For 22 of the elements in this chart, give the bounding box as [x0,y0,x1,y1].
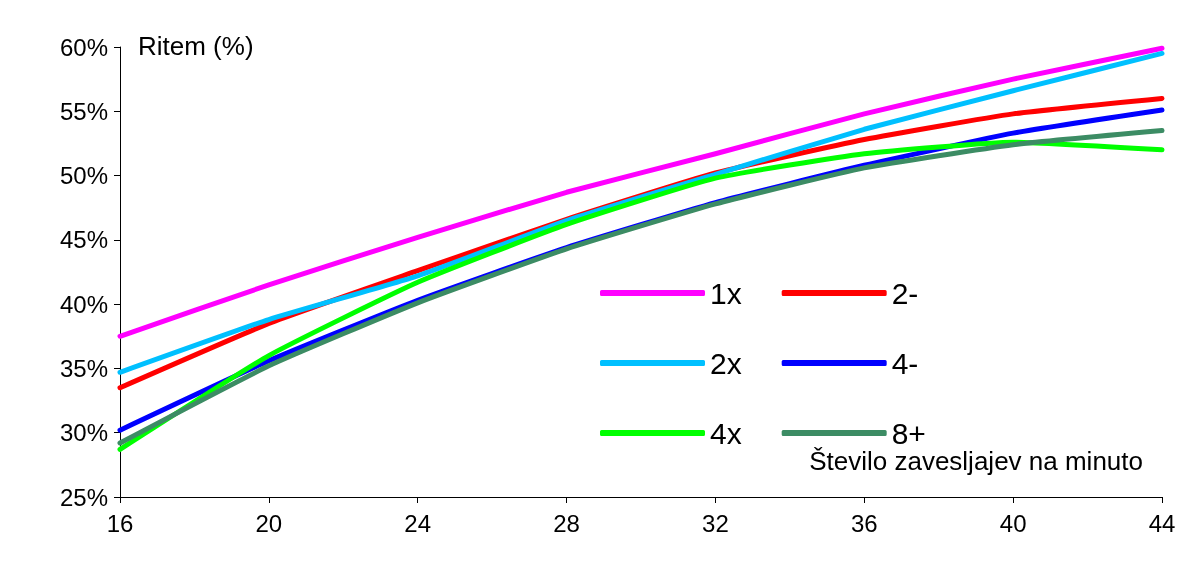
x-tick-label: 32 [702,509,729,537]
y-tick-label: 40% [59,290,108,318]
x-tick-label: 44 [1148,509,1176,537]
legend-label: 2x [710,346,742,380]
legend-label: 4- [891,346,919,380]
y-tick-label: 35% [59,354,108,382]
legend-label: 4x [710,416,742,450]
y-tick-label: 30% [59,419,108,447]
x-tick-label: 16 [106,509,134,537]
x-tick-label: 36 [850,509,878,537]
y-tick-label: 50% [59,162,108,190]
x-tick-label: 20 [255,509,283,537]
x-tick-label: 28 [553,509,580,537]
y-axis-title: Ritem (%) [138,31,254,61]
legend-label: 1x [710,276,742,310]
y-tick-label: 25% [59,483,108,511]
y-tick-label: 60% [59,33,108,61]
y-tick-label: 45% [59,226,108,254]
y-tick-label: 55% [59,97,108,125]
legend-label: 2- [891,276,919,310]
x-tick-label: 40 [999,509,1027,537]
x-tick-label: 24 [404,509,432,537]
